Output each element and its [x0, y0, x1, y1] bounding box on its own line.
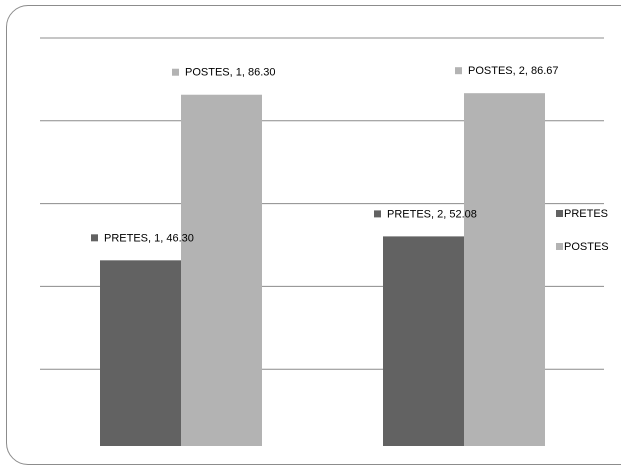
data-label-postes-2: POSTES, 2, 86.67: [468, 65, 559, 77]
bars: [100, 93, 545, 446]
data-label-marker: [172, 68, 179, 76]
legend-entry-pretes: PRETES: [564, 208, 608, 220]
bar-chart: PRETES, 1, 46.30 PRETES, 2, 52.08 POSTES, …: [40, 37, 609, 446]
data-label-marker: [455, 67, 462, 75]
data-label-marker: [91, 234, 98, 242]
data-label-pretes-2: PRETES, 2, 52.08: [387, 208, 477, 220]
bar-postes-2: [464, 93, 545, 446]
legend: PRETES POSTES: [556, 208, 609, 253]
bar-pretes-1: [100, 260, 181, 446]
data-label-postes-1: POSTES, 1, 86.30: [185, 67, 276, 79]
legend-swatch-postes: [556, 243, 563, 250]
bar-pretes-2: [383, 236, 464, 446]
bar-postes-1: [181, 94, 262, 446]
legend-entry-postes: POSTES: [564, 241, 609, 253]
data-label-marker: [374, 210, 381, 218]
data-labels: PRETES, 1, 46.30 PRETES, 2, 52.08 POSTES, …: [91, 65, 559, 244]
legend-swatch-pretes: [556, 210, 563, 217]
data-label-pretes-1: PRETES, 1, 46.30: [104, 232, 194, 244]
